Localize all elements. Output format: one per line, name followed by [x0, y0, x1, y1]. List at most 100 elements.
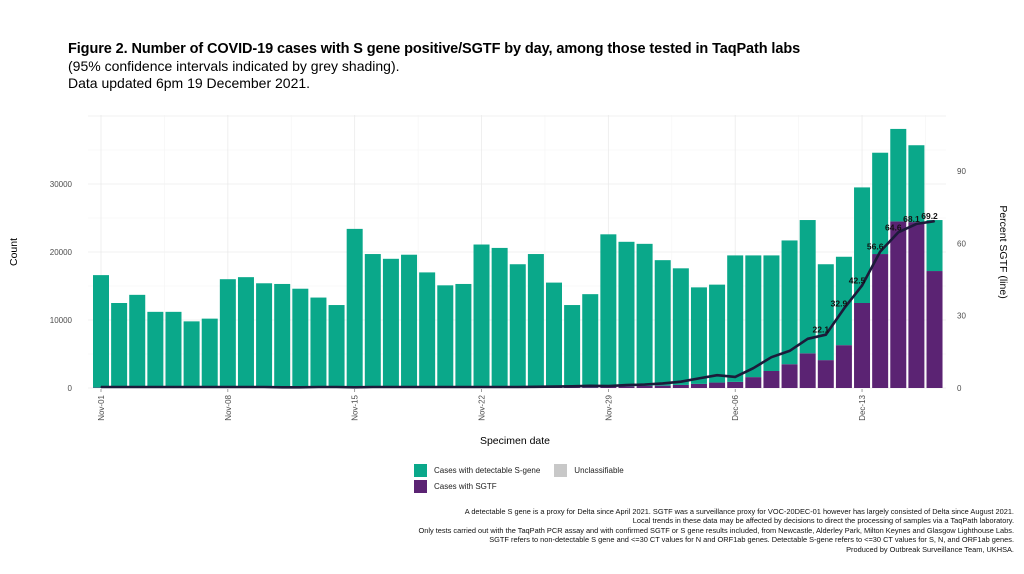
sgtf-point-Nov-22: [480, 386, 483, 388]
bar-s-gene-Nov-21: [455, 283, 472, 388]
legend-swatch-unclassifiable: [554, 463, 568, 477]
bar-s-gene-Nov-14: [328, 305, 345, 388]
bar-s-gene-Dec-06: [727, 255, 744, 382]
bar-sgtf-Dec-08: [763, 371, 780, 388]
y2-axis-title: Percent SGTF (line): [997, 205, 1009, 298]
axes-group: 0 10000 20000 30000 0 30 60 90 Nov-01 Nov-08 Nov-1…: [50, 167, 967, 421]
y-tick-label: 20000: [50, 248, 73, 257]
figure-title: Figure 2. Number of COVID-19 cases with …: [68, 41, 801, 57]
bar-s-gene-Nov-05: [165, 311, 182, 388]
legend-item-s-gene: Cases with detectable S-gene: [414, 463, 540, 477]
sgtf-point-Nov-14: [335, 386, 338, 388]
x-axis-title: Specimen date: [480, 435, 550, 447]
bar-sgtf-Dec-15: [890, 221, 907, 388]
bar-s-gene-Dec-14: [872, 152, 889, 255]
bar-sgtf-Dec-05: [709, 382, 726, 388]
bar-s-gene-Dec-13: [854, 187, 871, 303]
bar-s-gene-Nov-20: [437, 285, 454, 388]
bar-s-gene-Nov-26: [546, 282, 562, 388]
bar-s-gene-Dec-16: [908, 145, 925, 223]
bar-s-gene-Nov-30: [618, 241, 635, 387]
footnote-line: Only tests carried out with the TaqPath …: [418, 525, 1014, 535]
bar-s-gene-Nov-19: [419, 272, 436, 388]
sgtf-point-Dec-01: [644, 384, 646, 386]
sgtf-point-Nov-15: [354, 386, 356, 388]
legend: Cases with detectable S-gene Unclassifia…: [414, 462, 638, 494]
bar-s-gene-Nov-25: [527, 254, 544, 388]
bar-s-gene-Dec-03: [672, 268, 689, 385]
bar-sgtf-Dec-01: [636, 385, 653, 388]
sgtf-point-Nov-29: [607, 385, 609, 387]
bar-sgtf-Nov-28: [582, 387, 599, 388]
sgtf-point-Nov-06: [191, 386, 193, 388]
data-label-Dec-13: 42.5: [849, 276, 866, 286]
bar-sgtf-Dec-16: [908, 222, 925, 388]
bar-s-gene-Nov-02: [111, 303, 128, 388]
sgtf-point-Nov-16: [372, 386, 374, 388]
bar-s-gene-Dec-08: [763, 255, 780, 371]
sgtf-point-Dec-16: [915, 223, 918, 225]
data-labels-group: 22.1 32.9 42.5 56.664.668.1 69.2: [813, 211, 939, 335]
bar-s-gene-Dec-01: [636, 243, 653, 386]
figure-subtitle-ci: (95% confidence intervals indicated by g…: [68, 58, 400, 74]
data-label-Dec-15: 64.6: [885, 222, 902, 232]
sgtf-point-Dec-05: [716, 374, 718, 376]
sgtf-point-Dec-04: [698, 377, 700, 379]
legend-item-sgtf: Cases with SGTF: [414, 479, 497, 493]
y-axis-title: Count: [8, 238, 20, 266]
bar-sgtf-Dec-17: [926, 271, 943, 388]
x-tick-label: Dec-06: [731, 394, 740, 420]
sgtf-point-Dec-14: [879, 250, 881, 253]
sgtf-point-Dec-03: [680, 381, 682, 383]
sgtf-point-Nov-23: [499, 386, 501, 388]
legend-item-unclassifiable: Unclassifiable: [554, 463, 624, 477]
bar-s-gene-Dec-15: [890, 128, 907, 222]
sgtf-point-Nov-12: [299, 386, 301, 388]
sgtf-point-Nov-05: [172, 386, 175, 388]
sgtf-line-group: [100, 219, 936, 389]
sgtf-point-Dec-11: [825, 334, 827, 336]
footnote-line: Local trends in these data may be affect…: [632, 516, 1014, 526]
x-tick-label: Nov-15: [351, 394, 360, 420]
legend-label-unclassifiable: Unclassifiable: [574, 465, 624, 475]
bar-sgtf-Dec-09: [781, 364, 798, 388]
bar-s-gene-Nov-06: [183, 321, 200, 388]
bar-s-gene-Nov-09: [237, 277, 254, 388]
footnote-line: Produced by Outbreak Surveillance Team, …: [846, 544, 1014, 554]
bar-sgtf-Dec-02: [654, 385, 671, 388]
sgtf-point-Dec-15: [897, 231, 899, 233]
bar-s-gene-Nov-04: [147, 311, 164, 388]
bar-s-gene-Dec-12: [835, 256, 852, 346]
bar-sgtf-Dec-12: [835, 345, 852, 388]
y-tick-label: 30000: [50, 180, 73, 189]
bar-s-gene-Dec-09: [781, 240, 798, 365]
bar-sgtf-Nov-27: [564, 387, 581, 388]
bar-s-gene-Nov-29: [600, 234, 617, 387]
sgtf-point-Nov-25: [535, 386, 537, 388]
sgtf-point-Dec-07: [752, 367, 754, 369]
bar-sgtf-Nov-30: [618, 386, 635, 388]
bar-sgtf-Dec-13: [854, 303, 871, 388]
bar-sgtf-Dec-03: [672, 384, 689, 388]
sgtf-point-Nov-03: [136, 386, 138, 388]
figure-subtitle-updated: Data updated 6pm 19 December 2021.: [68, 75, 311, 91]
sgtf-point-Nov-02: [118, 386, 120, 388]
sgtf-point-Nov-13: [317, 386, 320, 388]
x-tick-label: Dec-13: [858, 394, 867, 420]
x-tick-label: Nov-22: [478, 394, 487, 420]
bar-s-gene-Dec-04: [690, 287, 707, 384]
sgtf-point-Nov-26: [553, 385, 555, 388]
x-tick-label: Nov-08: [224, 394, 233, 420]
sgtf-point-Nov-17: [390, 386, 392, 388]
bar-s-gene-Nov-22: [473, 244, 490, 388]
sgtf-point-Dec-09: [788, 350, 791, 352]
bar-sgtf-Dec-11: [817, 360, 834, 388]
data-label-Dec-17: 69.2: [921, 211, 938, 221]
bar-s-gene-Dec-07: [745, 255, 762, 378]
bar-s-gene-Nov-16: [364, 254, 381, 388]
bar-s-gene-Nov-27: [564, 305, 581, 388]
bar-sgtf-Dec-14: [872, 254, 889, 388]
sgtf-point-Dec-12: [843, 308, 845, 310]
sgtf-point-Nov-04: [154, 386, 156, 388]
bar-s-gene-Nov-24: [509, 264, 526, 388]
